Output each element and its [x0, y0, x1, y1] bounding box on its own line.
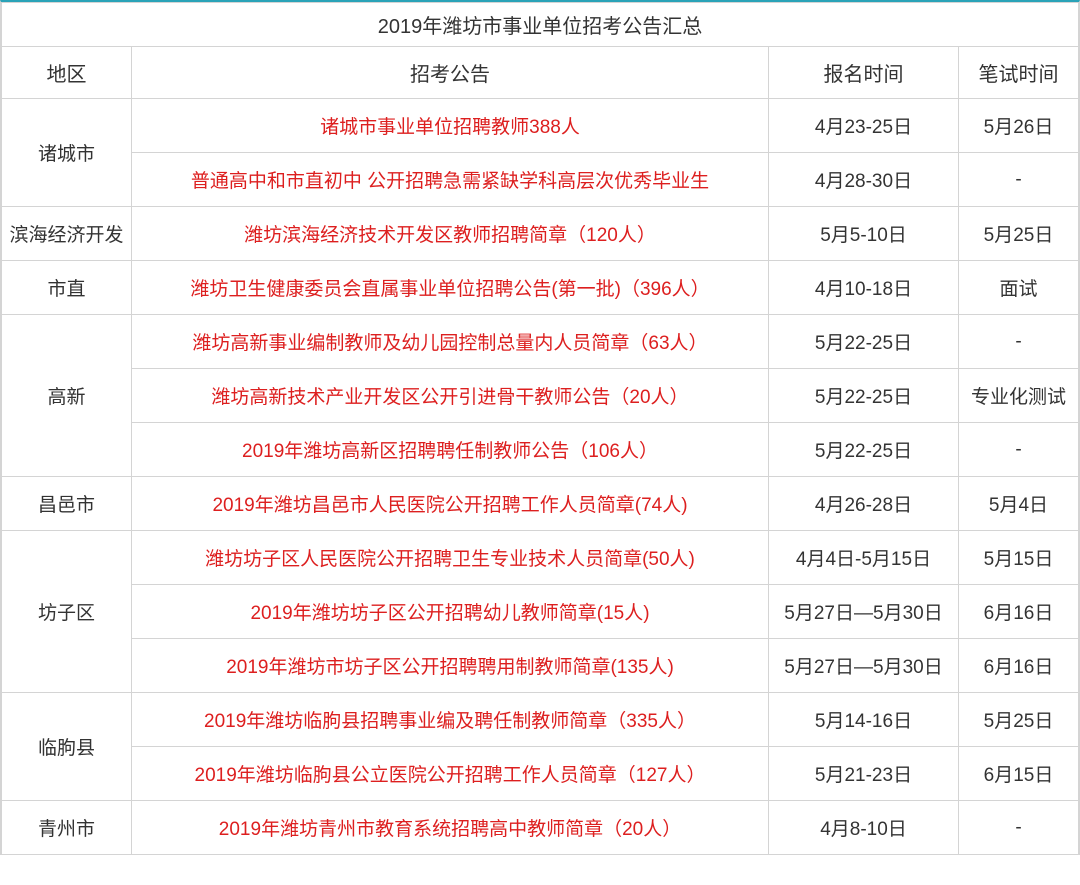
notice-cell: 潍坊坊子区人民医院公开招聘卫生专业技术人员简章(50人): [132, 531, 769, 585]
notice-cell: 潍坊卫生健康委员会直属事业单位招聘公告(第一批)（396人）: [132, 261, 769, 315]
signup-cell: 4月28-30日: [769, 153, 959, 207]
notice-cell: 普通高中和市直初中 公开招聘急需紧缺学科高层次优秀毕业生: [132, 153, 769, 207]
notice-cell: 2019年潍坊坊子区公开招聘幼儿教师简章(15人): [132, 585, 769, 639]
exam-cell: -: [959, 423, 1079, 477]
notice-link[interactable]: 2019年潍坊坊子区公开招聘幼儿教师简章(15人): [250, 603, 649, 624]
col-header-region: 地区: [2, 47, 132, 99]
exam-cell: -: [959, 153, 1079, 207]
notice-link[interactable]: 2019年潍坊市坊子区公开招聘聘用制教师简章(135人): [226, 657, 674, 678]
region-cell: 诸城市: [2, 99, 132, 207]
col-header-exam: 笔试时间: [959, 47, 1079, 99]
notice-cell: 潍坊高新技术产业开发区公开引进骨干教师公告（20人）: [132, 369, 769, 423]
notice-link[interactable]: 2019年潍坊临朐县公立医院公开招聘工作人员简章（127人）: [195, 765, 706, 786]
exam-cell: 5月25日: [959, 207, 1079, 261]
notice-cell: 2019年潍坊高新区招聘聘任制教师公告（106人）: [132, 423, 769, 477]
signup-cell: 5月22-25日: [769, 423, 959, 477]
signup-cell: 4月23-25日: [769, 99, 959, 153]
signup-cell: 5月27日—5月30日: [769, 639, 959, 693]
notice-link[interactable]: 普通高中和市直初中 公开招聘急需紧缺学科高层次优秀毕业生: [191, 171, 709, 192]
notice-cell: 2019年潍坊市坊子区公开招聘聘用制教师简章(135人): [132, 639, 769, 693]
table-row: 2019年潍坊高新区招聘聘任制教师公告（106人） 5月22-25日 -: [2, 423, 1079, 477]
table-row: 市直 潍坊卫生健康委员会直属事业单位招聘公告(第一批)（396人） 4月10-1…: [2, 261, 1079, 315]
table-body: 诸城市 诸城市事业单位招聘教师388人 4月23-25日 5月26日 普通高中和…: [2, 99, 1079, 855]
notice-link[interactable]: 潍坊坊子区人民医院公开招聘卫生专业技术人员简章(50人): [205, 549, 695, 570]
exam-cell: 5月26日: [959, 99, 1079, 153]
table-container: 2019年潍坊市事业单位招考公告汇总 地区 招考公告 报名时间 笔试时间 诸城市…: [0, 0, 1080, 855]
table-row: 2019年潍坊坊子区公开招聘幼儿教师简章(15人) 5月27日—5月30日 6月…: [2, 585, 1079, 639]
region-cell: 高新: [2, 315, 132, 477]
table-row: 滨海经济开发 潍坊滨海经济技术开发区教师招聘简章（120人） 5月5-10日 5…: [2, 207, 1079, 261]
table-row: 诸城市 诸城市事业单位招聘教师388人 4月23-25日 5月26日: [2, 99, 1079, 153]
notice-link[interactable]: 2019年潍坊临朐县招聘事业编及聘任制教师简章（335人）: [204, 711, 696, 732]
signup-cell: 4月10-18日: [769, 261, 959, 315]
exam-cell: 6月16日: [959, 585, 1079, 639]
exam-cell: 5月4日: [959, 477, 1079, 531]
table-row: 高新 潍坊高新事业编制教师及幼儿园控制总量内人员简章（63人） 5月22-25日…: [2, 315, 1079, 369]
notice-cell: 潍坊高新事业编制教师及幼儿园控制总量内人员简章（63人）: [132, 315, 769, 369]
exam-cell: -: [959, 801, 1079, 855]
signup-cell: 5月5-10日: [769, 207, 959, 261]
region-cell: 青州市: [2, 801, 132, 855]
notice-link[interactable]: 诸城市事业单位招聘教师388人: [320, 117, 580, 138]
notice-link[interactable]: 潍坊高新技术产业开发区公开引进骨干教师公告（20人）: [211, 387, 688, 408]
table-row: 2019年潍坊市坊子区公开招聘聘用制教师简章(135人) 5月27日—5月30日…: [2, 639, 1079, 693]
notice-cell: 2019年潍坊临朐县招聘事业编及聘任制教师简章（335人）: [132, 693, 769, 747]
region-cell: 临朐县: [2, 693, 132, 801]
signup-cell: 5月27日—5月30日: [769, 585, 959, 639]
table-row: 2019年潍坊临朐县公立医院公开招聘工作人员简章（127人） 5月21-23日 …: [2, 747, 1079, 801]
notice-cell: 诸城市事业单位招聘教师388人: [132, 99, 769, 153]
exam-cell: 6月16日: [959, 639, 1079, 693]
notice-cell: 潍坊滨海经济技术开发区教师招聘简章（120人）: [132, 207, 769, 261]
table-title-row: 2019年潍坊市事业单位招考公告汇总: [2, 3, 1079, 47]
notice-cell: 2019年潍坊昌邑市人民医院公开招聘工作人员简章(74人): [132, 477, 769, 531]
region-cell: 滨海经济开发: [2, 207, 132, 261]
table-row: 青州市 2019年潍坊青州市教育系统招聘高中教师简章（20人） 4月8-10日 …: [2, 801, 1079, 855]
exam-cell: -: [959, 315, 1079, 369]
notice-cell: 2019年潍坊临朐县公立医院公开招聘工作人员简章（127人）: [132, 747, 769, 801]
recruitment-table: 2019年潍坊市事业单位招考公告汇总 地区 招考公告 报名时间 笔试时间 诸城市…: [1, 2, 1079, 855]
exam-cell: 专业化测试: [959, 369, 1079, 423]
table-header-row: 地区 招考公告 报名时间 笔试时间: [2, 47, 1079, 99]
exam-cell: 6月15日: [959, 747, 1079, 801]
signup-cell: 5月22-25日: [769, 369, 959, 423]
signup-cell: 4月26-28日: [769, 477, 959, 531]
table-row: 坊子区 潍坊坊子区人民医院公开招聘卫生专业技术人员简章(50人) 4月4日-5月…: [2, 531, 1079, 585]
table-row: 普通高中和市直初中 公开招聘急需紧缺学科高层次优秀毕业生 4月28-30日 -: [2, 153, 1079, 207]
exam-cell: 5月25日: [959, 693, 1079, 747]
signup-cell: 5月14-16日: [769, 693, 959, 747]
region-cell: 市直: [2, 261, 132, 315]
notice-link[interactable]: 2019年潍坊青州市教育系统招聘高中教师简章（20人）: [219, 819, 681, 840]
notice-cell: 2019年潍坊青州市教育系统招聘高中教师简章（20人）: [132, 801, 769, 855]
region-cell: 昌邑市: [2, 477, 132, 531]
col-header-signup: 报名时间: [769, 47, 959, 99]
exam-cell: 5月15日: [959, 531, 1079, 585]
notice-link[interactable]: 潍坊卫生健康委员会直属事业单位招聘公告(第一批)（396人）: [190, 279, 709, 300]
signup-cell: 4月4日-5月15日: [769, 531, 959, 585]
table-title: 2019年潍坊市事业单位招考公告汇总: [2, 3, 1079, 47]
table-row: 昌邑市 2019年潍坊昌邑市人民医院公开招聘工作人员简章(74人) 4月26-2…: [2, 477, 1079, 531]
notice-link[interactable]: 潍坊滨海经济技术开发区教师招聘简章（120人）: [244, 225, 656, 246]
signup-cell: 5月21-23日: [769, 747, 959, 801]
table-row: 潍坊高新技术产业开发区公开引进骨干教师公告（20人） 5月22-25日 专业化测…: [2, 369, 1079, 423]
signup-cell: 5月22-25日: [769, 315, 959, 369]
signup-cell: 4月8-10日: [769, 801, 959, 855]
notice-link[interactable]: 2019年潍坊昌邑市人民医院公开招聘工作人员简章(74人): [212, 495, 687, 516]
notice-link[interactable]: 2019年潍坊高新区招聘聘任制教师公告（106人）: [242, 441, 658, 462]
col-header-notice: 招考公告: [132, 47, 769, 99]
table-row: 临朐县 2019年潍坊临朐县招聘事业编及聘任制教师简章（335人） 5月14-1…: [2, 693, 1079, 747]
notice-link[interactable]: 潍坊高新事业编制教师及幼儿园控制总量内人员简章（63人）: [192, 333, 707, 354]
region-cell: 坊子区: [2, 531, 132, 693]
exam-cell: 面试: [959, 261, 1079, 315]
